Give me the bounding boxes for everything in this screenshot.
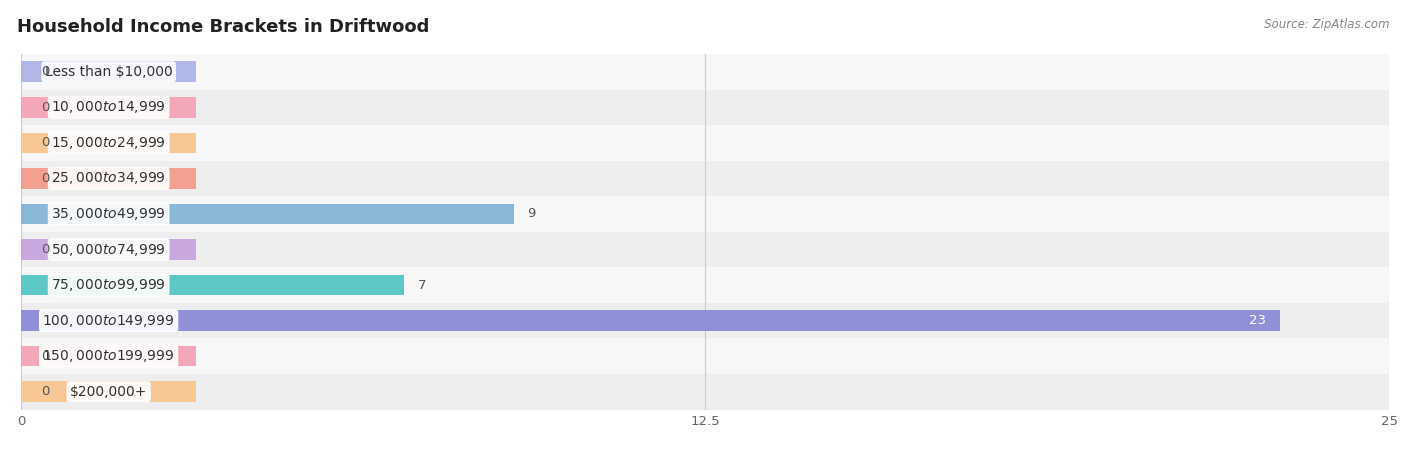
- Bar: [21, 267, 1389, 303]
- Bar: [21, 161, 1389, 196]
- Bar: [21, 310, 1279, 331]
- Text: $100,000 to $149,999: $100,000 to $149,999: [42, 313, 174, 328]
- Text: $10,000 to $14,999: $10,000 to $14,999: [51, 99, 166, 115]
- Bar: [21, 275, 404, 295]
- Bar: [21, 382, 28, 402]
- Bar: [21, 133, 28, 153]
- Bar: [21, 382, 197, 402]
- Text: 23: 23: [1249, 314, 1265, 327]
- Bar: [21, 196, 1389, 232]
- Bar: [21, 303, 1389, 338]
- Text: $50,000 to $74,999: $50,000 to $74,999: [51, 242, 166, 257]
- Bar: [21, 90, 1389, 125]
- Text: 0: 0: [41, 385, 49, 398]
- Text: Less than $10,000: Less than $10,000: [45, 65, 173, 79]
- Text: 0: 0: [41, 243, 49, 256]
- Text: Household Income Brackets in Driftwood: Household Income Brackets in Driftwood: [17, 18, 429, 36]
- Bar: [21, 62, 28, 82]
- Bar: [21, 97, 28, 117]
- Bar: [21, 338, 1389, 374]
- Bar: [21, 275, 197, 295]
- Bar: [21, 310, 197, 331]
- Bar: [21, 204, 513, 224]
- Bar: [21, 168, 28, 189]
- Bar: [21, 239, 28, 260]
- Text: $35,000 to $49,999: $35,000 to $49,999: [51, 206, 166, 222]
- Bar: [21, 97, 197, 117]
- Text: 7: 7: [418, 279, 426, 292]
- Text: $15,000 to $24,999: $15,000 to $24,999: [51, 135, 166, 151]
- Text: $150,000 to $199,999: $150,000 to $199,999: [42, 348, 174, 364]
- Text: 0: 0: [41, 101, 49, 114]
- Bar: [21, 346, 197, 366]
- Bar: [21, 374, 1389, 410]
- Text: $200,000+: $200,000+: [70, 385, 148, 399]
- Bar: [21, 133, 197, 153]
- Text: $25,000 to $34,999: $25,000 to $34,999: [51, 171, 166, 186]
- Bar: [21, 232, 1389, 267]
- Text: 0: 0: [41, 172, 49, 185]
- Text: $75,000 to $99,999: $75,000 to $99,999: [51, 277, 166, 293]
- Bar: [21, 239, 197, 260]
- Text: 9: 9: [527, 207, 536, 220]
- Bar: [21, 62, 197, 82]
- Text: 0: 0: [41, 65, 49, 78]
- Bar: [21, 204, 197, 224]
- Text: 0: 0: [41, 136, 49, 149]
- Text: 0: 0: [41, 350, 49, 363]
- Bar: [21, 346, 28, 366]
- Bar: [21, 125, 1389, 161]
- Bar: [21, 168, 197, 189]
- Bar: [21, 54, 1389, 90]
- Text: Source: ZipAtlas.com: Source: ZipAtlas.com: [1264, 18, 1389, 31]
